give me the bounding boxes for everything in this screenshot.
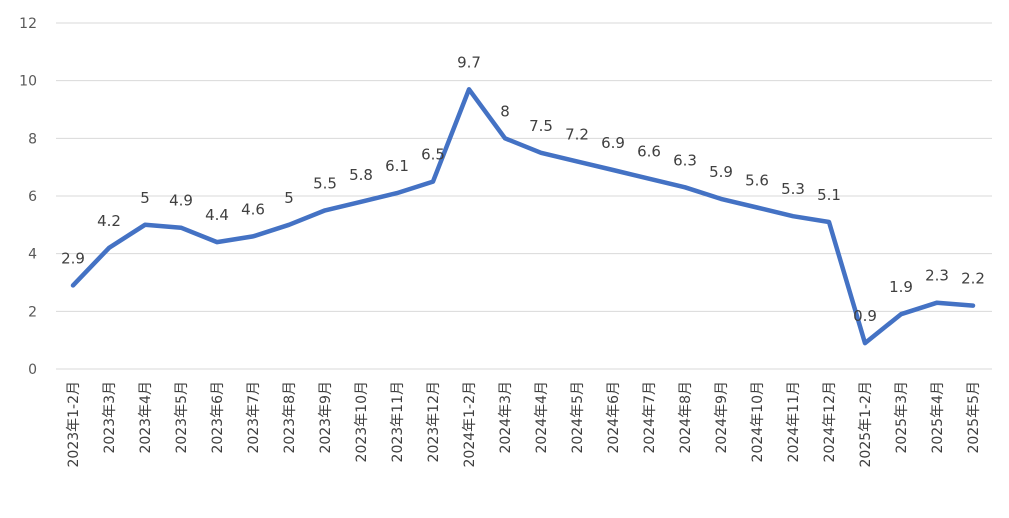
y-tick-label: 4 [28,247,37,263]
y-tick-label: 6 [28,189,37,205]
data-label: 5.9 [709,163,733,181]
x-tick-label: 2023年7月 [246,381,262,454]
x-tick-label: 2023年4月 [138,381,154,454]
data-label: 5.8 [349,166,373,184]
data-label: 6.6 [637,143,661,161]
x-tick-label: 2023年10月 [354,381,370,462]
x-tick-label: 2023年11月 [390,381,406,462]
x-tick-label: 2023年8月 [282,381,298,454]
y-axis-ticks: 0 2 4 6 8 10 12 [19,16,37,378]
data-label: 2.9 [61,249,85,267]
data-label: 6.5 [421,146,445,164]
x-tick-label: 2025年5月 [966,381,982,454]
x-tick-label: 2025年4月 [930,381,946,454]
y-tick-label: 0 [28,362,37,378]
x-tick-label: 2023年1-2月 [66,381,82,468]
data-labels: 2.9 4.2 5 4.9 4.4 4.6 5 5.5 5.8 6.1 6.5 9.7 8 7.5 7.2 6… [61,53,985,325]
data-label: 2.3 [925,267,949,285]
data-label: 7.2 [565,125,589,143]
x-tick-label: 2023年5月 [174,381,190,454]
x-tick-label: 2024年4月 [534,381,550,454]
y-tick-label: 10 [19,74,37,90]
data-label: 9.7 [457,53,481,71]
y-tick-label: 2 [28,304,37,320]
x-tick-label: 2024年11月 [786,381,802,462]
x-tick-label: 2024年5月 [570,381,586,454]
x-tick-label: 2023年9月 [318,381,334,454]
data-label: 4.9 [169,192,193,210]
x-tick-label: 2024年6月 [606,381,622,454]
data-label: 4.6 [241,200,265,218]
data-label: 4.2 [97,212,121,230]
x-tick-label: 2023年6月 [210,381,226,454]
x-tick-label: 2023年3月 [102,381,118,454]
y-tick-label: 8 [28,131,37,147]
data-label: 8 [500,102,510,120]
data-label: 6.3 [673,151,697,169]
data-label: 1.9 [889,278,913,296]
data-label: 0.9 [853,307,877,325]
x-tick-label: 2024年12月 [822,381,838,462]
x-tick-label: 2025年3月 [894,381,910,454]
data-label: 5 [284,189,294,207]
data-label: 7.5 [529,117,553,135]
data-label: 5.5 [313,174,337,192]
data-label: 5.1 [817,186,841,204]
gridlines [56,22,992,370]
x-tick-label: 2024年10月 [750,381,766,462]
series-line-0 [70,87,976,346]
series-line [70,87,976,346]
x-tick-label: 2024年1-2月 [462,381,478,468]
x-axis-ticks: 2023年1-2月 2023年3月 2023年4月 2023年5月 2023年6月 202… [66,381,982,468]
x-tick-label: 2024年3月 [498,381,514,454]
x-tick-label: 2024年8月 [678,381,694,454]
x-tick-label: 2023年12月 [426,381,442,462]
x-tick-label: 2024年7月 [642,381,658,454]
x-tick-label: 2024年9月 [714,381,730,454]
data-label: 5.3 [781,180,805,198]
x-tick-label: 2025年1-2月 [858,381,874,468]
data-label: 5 [140,189,150,207]
data-label: 6.1 [385,157,409,175]
data-label: 2.2 [961,270,985,288]
data-label: 5.6 [745,172,769,190]
data-label: 4.4 [205,206,229,224]
data-label: 6.9 [601,134,625,152]
y-tick-label: 12 [19,16,37,32]
